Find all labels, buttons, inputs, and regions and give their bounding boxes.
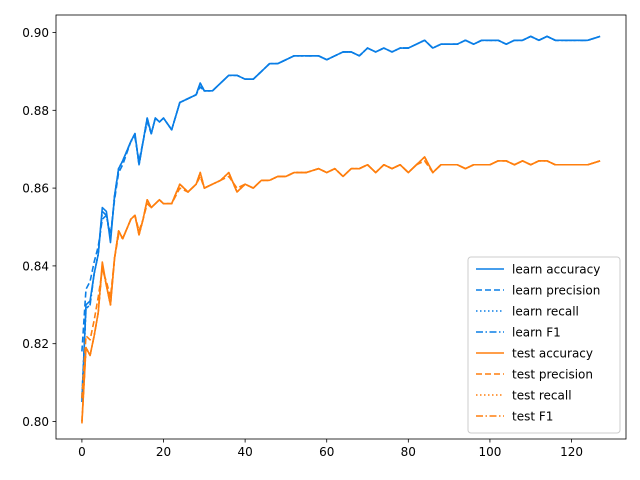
legend-box [467,256,621,434]
y-tick-label: 0.82 [22,337,49,351]
y-axis: 0.80 0.82 0.84 0.86 0.88 0.90 [22,26,56,429]
x-tick-label: 120 [560,445,583,459]
legend-label: learn accuracy [512,263,600,277]
y-tick-label: 0.84 [22,259,49,273]
series-line-test-f1 [81,156,601,422]
legend-label: test F1 [512,410,553,424]
x-tick-label: 20 [156,445,171,459]
x-tick-label: 0 [78,445,86,459]
legend-label: test recall [512,389,572,403]
legend: learn accuracy learn precision learn recal… [467,256,621,434]
series-line-test-recall [81,156,601,422]
legend-label: learn F1 [512,326,561,340]
legend-label: learn recall [512,305,579,319]
y-tick-label: 0.88 [22,104,49,118]
x-tick-label: 60 [319,445,334,459]
x-tick-label: 100 [478,445,501,459]
legend-label: test accuracy [512,347,593,361]
x-tick-label: 80 [401,445,416,459]
series-line-learn-f1 [81,35,601,399]
axes-frame [55,14,627,440]
x-axis: 0 20 40 60 80 100 120 [78,439,583,459]
y-tick-label: 0.90 [22,26,49,40]
legend-label: learn precision [512,284,600,298]
series-layer [81,35,601,424]
x-tick-label: 40 [237,445,252,459]
y-tick-label: 0.80 [22,415,49,429]
y-tick-label: 0.86 [22,182,49,196]
legend-label: test precision [512,368,593,382]
